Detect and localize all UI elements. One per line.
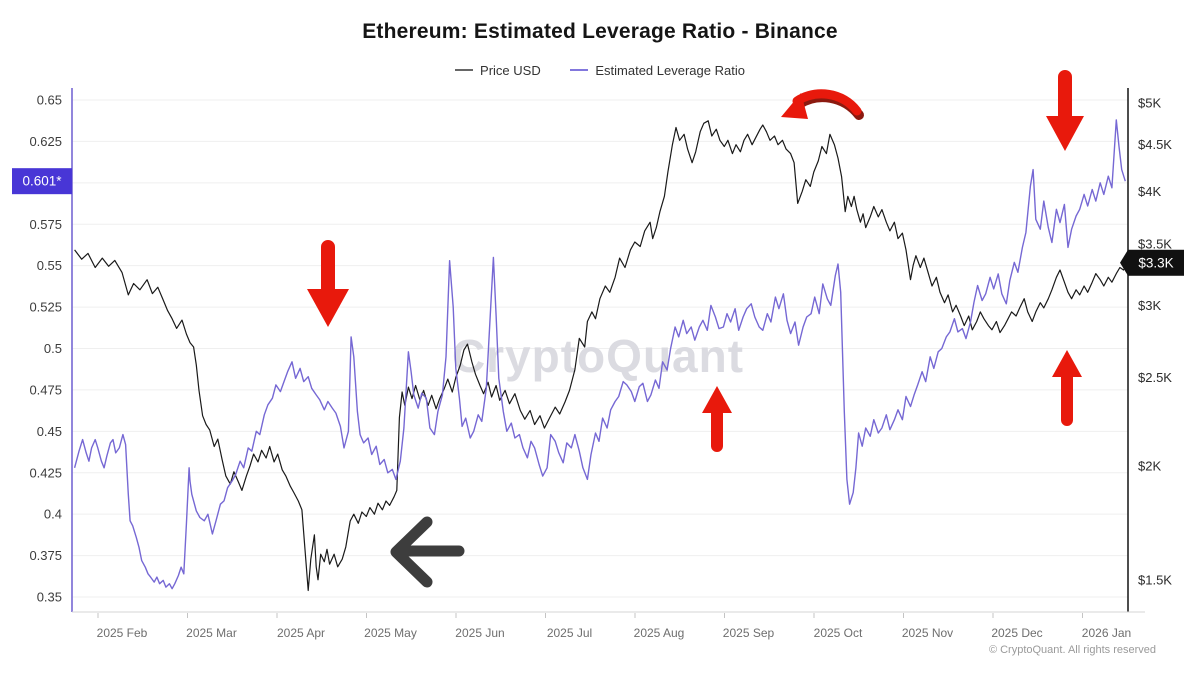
legend: Price USD Estimated Leverage Ratio: [0, 59, 1200, 78]
dark-left-arrow-bottom: [390, 516, 465, 588]
x-axis-month-label: 2026 Jan: [1082, 626, 1131, 640]
right-axis-tick-label: $4K: [1138, 184, 1161, 199]
left-axis-tick-label: 0.425: [29, 465, 62, 480]
red-curved-arrow-peak: [792, 89, 862, 116]
x-axis-month-label: 2025 Sep: [723, 626, 775, 640]
right-axis-tick-label: $5K: [1138, 96, 1161, 111]
left-axis-tick-label: 0.525: [29, 300, 62, 315]
red-arrow-down-january: [1046, 70, 1084, 151]
x-axis-month-label: 2025 Nov: [902, 626, 953, 640]
left-axis-tick-label: 0.5: [44, 341, 62, 356]
x-axis-month-label: 2025 Dec: [991, 626, 1042, 640]
leverage-ratio-line: [73, 119, 1126, 590]
x-axis-month-label: 2025 May: [364, 626, 417, 640]
right-axis-tick-label: $3K: [1138, 298, 1161, 313]
right-axis-tick-label: $1.5K: [1138, 572, 1172, 587]
x-axis-month-label: 2025 Apr: [277, 626, 325, 640]
left-axis-last-value-badge: [12, 168, 72, 195]
left-axis-tick-label: 0.35: [37, 590, 62, 605]
x-axis-month-label: 2025 Jun: [455, 626, 504, 640]
legend-label-ratio: Estimated Leverage Ratio: [595, 62, 745, 78]
red-arrow-down-april: [307, 240, 349, 327]
watermark: CryptoQuant: [452, 330, 744, 382]
legend-item-ratio[interactable]: Estimated Leverage Ratio: [570, 63, 745, 78]
red-arrow-up-december: [1052, 350, 1082, 426]
right-axis-last-value-badge: [1128, 249, 1184, 276]
left-axis-tick-label: 0.4: [44, 507, 62, 522]
legend-dash-ratio-icon: [570, 69, 589, 71]
red-arrow-up-september: [702, 386, 732, 452]
x-axis-month-label: 2025 Feb: [97, 626, 148, 640]
left-axis-tick-label: 0.625: [29, 134, 62, 149]
legend-item-price[interactable]: Price USD: [455, 63, 541, 78]
left-axis-tick-label: 0.45: [37, 424, 62, 439]
copyright: © CryptoQuant. All rights reserved: [988, 644, 1156, 656]
red-curved-arrow-peak-head: [781, 93, 808, 119]
x-axis-month-label: 2025 Jul: [547, 626, 592, 640]
x-axis-month-label: 2025 Oct: [814, 626, 863, 640]
left-axis-tick-label: 0.375: [29, 548, 62, 563]
left-axis-tick-label: 0.55: [37, 258, 62, 273]
right-axis-tick-label: $4.5K: [1138, 137, 1172, 152]
left-axis-tick-label: 0.475: [29, 382, 62, 397]
right-axis-last-value-label: $3.3K: [1138, 255, 1173, 270]
right-axis-tick-label: $2.5K: [1138, 370, 1172, 385]
left-axis-last-value-label: 0.601*: [22, 174, 62, 189]
legend-dash-price-icon: [455, 69, 474, 71]
x-axis-month-label: 2025 Mar: [186, 626, 237, 640]
chart-title: Ethereum: Estimated Leverage Ratio - Bin…: [362, 20, 838, 43]
right-axis-tick-label: $2K: [1138, 458, 1161, 473]
right-badge-pointer: [1120, 249, 1128, 276]
left-axis-tick-label: 0.575: [29, 217, 62, 232]
left-axis-tick-label: 0.65: [37, 93, 62, 108]
x-axis-month-label: 2025 Aug: [634, 626, 685, 640]
price-usd-line: [74, 120, 1129, 592]
legend-label-price: Price USD: [480, 62, 541, 78]
right-axis-tick-label: $3.5K: [1138, 237, 1172, 252]
